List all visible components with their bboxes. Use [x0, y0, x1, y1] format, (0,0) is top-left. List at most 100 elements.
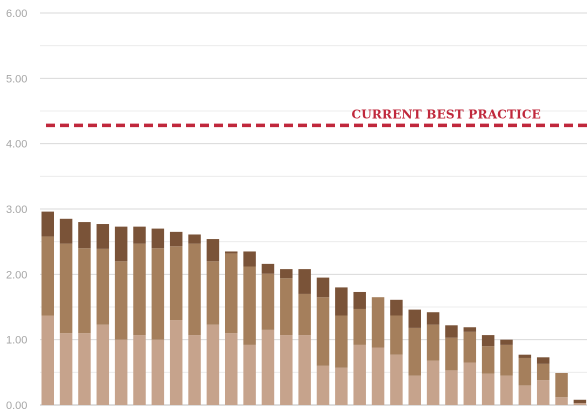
bar-segment-3	[536, 357, 550, 364]
bar-stack	[261, 263, 275, 405]
bar-segment-3	[206, 239, 220, 262]
bar-segment-2	[78, 248, 91, 334]
bar-segment-2	[151, 248, 165, 340]
bar-segment-2	[316, 297, 330, 366]
bar-segment-1	[390, 354, 403, 405]
bar-segment-3	[445, 325, 458, 338]
bar-segment-2	[371, 297, 385, 348]
bar-stack	[518, 354, 532, 405]
bar-segment-3	[390, 299, 403, 316]
bar-segment-1	[555, 397, 568, 405]
bar-segment-1	[133, 335, 146, 405]
bar-segment-2	[114, 261, 128, 340]
bar-segment-3	[463, 327, 477, 332]
bar-segment-3	[500, 339, 513, 345]
bar-segment-1	[151, 339, 165, 405]
bar-stack	[500, 339, 513, 405]
bar-stack	[536, 357, 550, 405]
bar-segment-3	[151, 228, 165, 249]
bar-segment-2	[500, 344, 513, 376]
bar-segment-3	[261, 263, 275, 274]
bar-segment-1	[261, 329, 275, 405]
bar-segment-1	[445, 370, 458, 405]
bar-segment-1	[96, 324, 110, 405]
bar-segment-1	[316, 365, 330, 405]
gridlines	[40, 12, 587, 406]
bar-segment-1	[573, 403, 587, 405]
bar-segment-3	[481, 335, 495, 347]
bar-segment-3	[96, 224, 110, 249]
bar-segment-2	[133, 243, 146, 336]
bar-segment-3	[169, 231, 183, 247]
bar-segment-3	[298, 269, 311, 294]
bar-segment-1	[114, 339, 128, 405]
bar-stack	[335, 287, 348, 405]
bar-segment-2	[536, 363, 550, 381]
bar-segment-2	[445, 337, 458, 371]
bar-stack	[316, 277, 330, 405]
bar-stack	[59, 218, 73, 405]
bar-segment-1	[518, 385, 532, 405]
bar-stack	[243, 251, 256, 405]
bar-segment-2	[243, 266, 256, 345]
bar-segment-2	[298, 293, 311, 336]
y-axis: 0.00 1.00 2.00 3.00 4.00 5.00 6.00	[6, 8, 27, 412]
bar-segment-3	[59, 218, 73, 244]
bar-segment-3	[114, 226, 128, 262]
bar-segment-3	[353, 291, 366, 309]
bar-segment-2	[335, 315, 348, 368]
y-tick-label: 0.00	[6, 400, 27, 412]
bar-segment-1	[41, 315, 54, 405]
bar-segment-1	[408, 375, 421, 405]
bar-segment-3	[188, 234, 201, 244]
bar-stack	[573, 399, 587, 405]
bar-segment-3	[573, 399, 587, 404]
bar-segment-2	[225, 253, 238, 334]
bar-stack	[151, 228, 165, 405]
bar-stack	[298, 269, 311, 405]
y-tick-label: 4.00	[6, 139, 27, 151]
bar-stack	[555, 372, 568, 405]
bar-stack	[390, 299, 403, 405]
bar-stack	[481, 335, 495, 405]
bar-segment-2	[261, 273, 275, 330]
bar-segment-1	[169, 320, 183, 405]
bar-segment-3	[225, 251, 238, 254]
bar-segment-3	[426, 312, 440, 325]
bar-stack	[206, 239, 220, 405]
bar-stack	[96, 224, 110, 405]
bar-segment-3	[243, 251, 256, 267]
bar-stack	[353, 291, 366, 405]
bar-stack	[114, 226, 128, 405]
bar-segment-2	[390, 315, 403, 355]
bar-segment-1	[335, 367, 348, 405]
bar-segment-2	[280, 278, 293, 336]
bar-segment-1	[500, 375, 513, 405]
bar-segment-2	[426, 324, 440, 361]
bar-segment-1	[353, 344, 366, 405]
bar-stack	[41, 211, 54, 405]
bar-stack	[408, 309, 421, 405]
bar-stack	[463, 327, 477, 405]
bar-segment-1	[243, 344, 256, 405]
bar-segment-2	[96, 248, 110, 325]
bar-segment-2	[555, 372, 568, 398]
bar-segment-3	[316, 277, 330, 298]
bar-segment-1	[371, 347, 385, 405]
best-practice-reference: CURRENT BEST PRACTICE	[46, 107, 587, 128]
bar-segment-2	[59, 243, 73, 334]
bar-segment-1	[78, 333, 91, 405]
y-tick-label: 6.00	[6, 8, 27, 20]
bar-segment-3	[78, 222, 91, 249]
bar-stack	[280, 269, 293, 405]
bar-segment-2	[41, 236, 54, 316]
bar-stack	[78, 222, 91, 405]
bar-segment-1	[426, 360, 440, 405]
bar-stack	[169, 231, 183, 405]
bar-segment-3	[280, 269, 293, 279]
bar-segment-1	[280, 335, 293, 405]
bar-segment-3	[335, 287, 348, 316]
y-tick-label: 5.00	[6, 73, 27, 85]
bar-stack	[225, 251, 238, 405]
